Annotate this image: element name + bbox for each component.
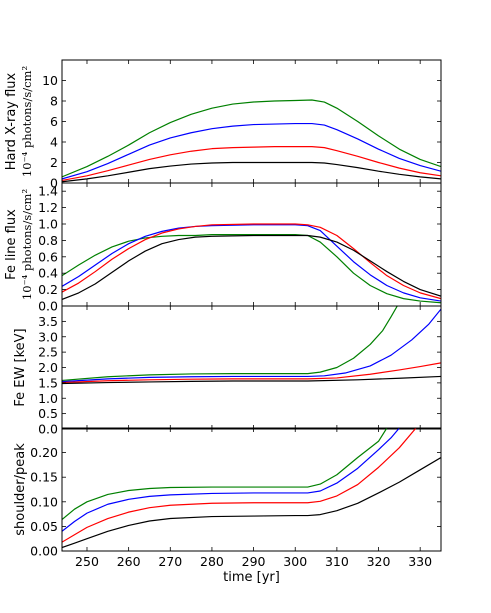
y-tick-label: 3.0 (38, 329, 58, 344)
series-group (62, 99, 441, 183)
x-tick-label: 260 (117, 554, 141, 569)
series-line-1 (62, 306, 398, 382)
series-line-2 (62, 224, 441, 302)
series-line-1 (62, 234, 441, 304)
y-tick-label: 1.4 (38, 184, 58, 199)
y-tick-label: 0.8 (38, 233, 58, 248)
series-line-4 (62, 375, 441, 385)
y-axis-label: Fe EW [keV] (13, 328, 28, 406)
x-tick-label: 310 (325, 554, 349, 569)
y-tick-label: 0.5 (38, 406, 58, 421)
y-tick-label: 0 (50, 176, 58, 191)
series-line-2 (62, 122, 441, 180)
x-tick-label: 290 (242, 554, 266, 569)
y-tick-label: 2 (50, 155, 58, 170)
y-tick-label: 0.2 (38, 282, 58, 297)
y-axis-label: Fe line flux (4, 209, 19, 280)
y-tick-label: 1.2 (38, 200, 58, 215)
series-line-3 (62, 223, 441, 300)
y-tick-label: 2.5 (38, 345, 58, 360)
plot-frame (61, 305, 442, 430)
x-tick-label: 280 (200, 554, 224, 569)
series-line-4 (62, 457, 441, 549)
series-group (62, 223, 441, 304)
y-tick-label: 10 (42, 73, 58, 88)
y-tick-label: 0.6 (38, 249, 58, 264)
y-tick-label: 0.20 (30, 445, 58, 460)
series-group (62, 306, 441, 385)
series-line-1 (62, 99, 441, 178)
x-tick-label: 300 (283, 554, 307, 569)
series-line-2 (62, 308, 441, 383)
x-tick-label: 270 (158, 554, 182, 569)
panel-2: 0.0 0.20.4 0.60.81.0 1.21.4 Fe line flux 10⁻⁴… (4, 182, 442, 314)
y-tick-label: 1.0 (38, 391, 58, 406)
y-axis-label: shoulder/peak (13, 443, 28, 536)
y-tick-label: 0.00 (30, 544, 58, 559)
y-tick-label: 2.0 (38, 360, 58, 375)
y-tick-label: 1.0 (38, 217, 58, 232)
y-tick-label: 0.10 (30, 494, 58, 509)
y-axis-unit: 10⁻⁴ photons/s/cm² (20, 66, 34, 177)
y-axis-label: Hard X-ray flux (4, 72, 19, 170)
series-line-1 (62, 428, 388, 520)
x-tick-label: 320 (367, 554, 391, 569)
series-group (62, 428, 441, 549)
plot-frame (61, 427, 442, 552)
y-axis-unit: 10⁻⁴ photons/s/cm² (20, 189, 34, 300)
y-tick-label: 0.0 (38, 299, 58, 314)
x-tick-label: 330 (408, 554, 432, 569)
panel-4: 0.00 0.05 0.10 0.15 0.20 250 260 270 280 290 300 31… (13, 427, 442, 569)
y-tick-label: 0.05 (30, 519, 58, 534)
y-tick-label: 6 (50, 114, 58, 129)
series-line-3 (62, 362, 441, 384)
series-line-2 (62, 428, 400, 532)
series-line-3 (62, 146, 441, 182)
y-tick-label: 0.15 (30, 470, 58, 485)
x-tick-label: 250 (75, 554, 99, 569)
y-tick-label: 8 (50, 94, 58, 109)
series-line-4 (62, 161, 441, 183)
y-tick-label: 0.0 (38, 422, 58, 437)
panel-3: 0.00.51.01.52.02.53.03.5 Fe EW [keV] (13, 305, 442, 437)
y-tick-label: 1.5 (38, 375, 58, 390)
y-tick-label: 0.4 (38, 266, 58, 281)
y-tick-label: 3.5 (38, 314, 58, 329)
y-tick-label: 4 (50, 135, 58, 150)
panel-1: 0 2 4 6 8 10 Hard X-ray flux 10⁻⁴ photons/s/cm² (4, 59, 442, 191)
series-line-3 (62, 428, 417, 543)
series-line-4 (62, 234, 441, 300)
x-axis-label: time [yr] (223, 570, 280, 585)
